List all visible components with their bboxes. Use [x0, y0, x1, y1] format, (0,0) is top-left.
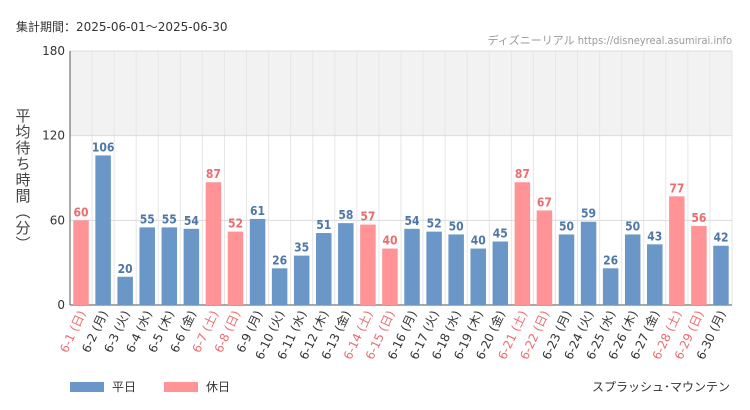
data-label: 57 — [360, 210, 375, 224]
attraction-name: スプラッシュ･マウンテン — [591, 380, 730, 394]
bar — [492, 241, 509, 305]
data-label: 26 — [603, 253, 618, 267]
bar — [426, 231, 442, 305]
data-label: 40 — [382, 234, 397, 248]
bar — [448, 234, 464, 305]
data-label: 61 — [250, 204, 265, 218]
data-label: 58 — [338, 208, 353, 222]
bar — [558, 234, 575, 305]
data-label: 20 — [118, 262, 133, 276]
bar — [404, 228, 420, 305]
data-label: 87 — [206, 167, 221, 181]
bar — [647, 244, 663, 305]
y-tick-label: 60 — [50, 213, 65, 227]
bar — [536, 210, 553, 305]
data-label: 55 — [140, 212, 155, 226]
bar — [73, 220, 89, 305]
data-label: 56 — [691, 211, 706, 225]
bar — [117, 276, 133, 305]
y-axis-title: 平均待ち時間（分） — [12, 100, 34, 260]
data-label: 67 — [537, 195, 552, 209]
data-label: 51 — [316, 218, 331, 232]
data-label: 59 — [581, 207, 596, 221]
data-label: 54 — [184, 214, 200, 228]
data-label: 42 — [713, 231, 728, 245]
bar — [161, 227, 178, 305]
legend-label-weekday: 平日 — [112, 380, 137, 394]
bar — [271, 268, 288, 305]
legend: 平日 休日 — [70, 378, 258, 395]
data-label: 35 — [294, 241, 309, 255]
bar — [514, 182, 531, 305]
data-label: 43 — [647, 229, 662, 243]
bar — [669, 196, 685, 305]
data-label: 50 — [449, 219, 464, 233]
data-label: 50 — [559, 219, 574, 233]
data-label: 55 — [162, 212, 177, 226]
bar — [580, 221, 597, 305]
legend-label-holiday: 休日 — [206, 380, 231, 394]
y-tick-label: 120 — [42, 129, 65, 143]
data-label: 40 — [471, 234, 486, 248]
bar — [624, 234, 641, 305]
data-label: 54 — [405, 214, 421, 228]
legend-swatch-weekday — [70, 381, 104, 392]
data-label: 52 — [228, 217, 243, 231]
data-label: 87 — [515, 167, 530, 181]
bar — [205, 182, 222, 305]
bar — [338, 223, 354, 305]
data-label: 50 — [625, 219, 640, 233]
y-tick-label: 0 — [57, 298, 65, 312]
data-label: 52 — [427, 217, 442, 231]
bar — [470, 248, 486, 305]
data-label: 106 — [92, 140, 115, 154]
bar — [382, 248, 398, 305]
bar — [227, 231, 244, 305]
y-axis-title-text: 平均待ち時間（分） — [13, 108, 32, 252]
period-label: 集計期間：2025-06-01～2025-06-30 — [16, 20, 228, 34]
site-credit: ディズニーリアル https://disneyreal.asumirai.inf… — [487, 34, 732, 47]
data-label: 60 — [74, 205, 89, 219]
bar — [139, 227, 155, 305]
bar — [360, 224, 376, 305]
bar — [713, 245, 729, 305]
bar — [183, 228, 200, 305]
data-label: 77 — [669, 181, 684, 195]
bar — [249, 218, 266, 305]
legend-item-weekday: 平日 — [70, 378, 136, 395]
legend-swatch-holiday — [164, 381, 199, 392]
bar — [293, 255, 310, 305]
data-label: 26 — [272, 253, 287, 267]
bar — [602, 268, 619, 305]
bar — [316, 233, 332, 305]
legend-item-holiday: 休日 — [164, 378, 230, 395]
data-label: 45 — [493, 227, 508, 241]
bar — [691, 225, 707, 305]
bar — [95, 155, 111, 305]
y-tick-label: 180 — [42, 44, 65, 58]
